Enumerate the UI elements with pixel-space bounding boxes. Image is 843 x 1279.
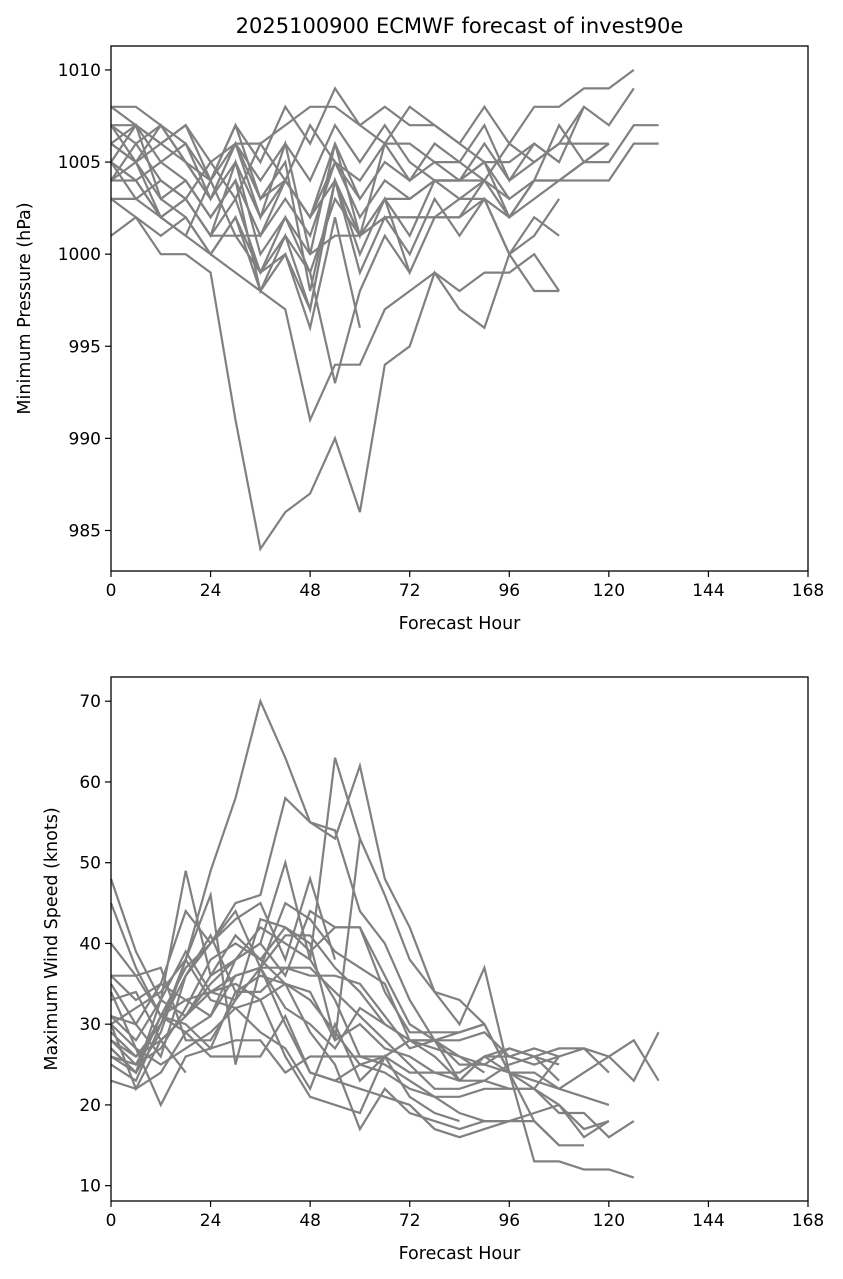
wind-y-ticks: 10 20 30 40 50 60 70	[79, 692, 111, 1197]
wind-series-m19	[110, 982, 510, 1132]
wind-series-m09	[110, 908, 560, 1083]
wind-series-m05	[110, 909, 660, 1082]
pressure-series-m01	[110, 198, 560, 552]
wind-series-m20	[110, 949, 411, 1082]
pressure-x-axis-label: Forecast Hour	[399, 614, 522, 634]
pressure-y-ticks: 985 990 995 1000 1005 1010	[58, 61, 111, 541]
wind-x-ticks: 0 24 48 72 96 120 144 168	[106, 1201, 824, 1231]
pressure-series-m09	[110, 106, 586, 255]
wind-series-m10	[110, 933, 560, 1059]
pressure-series-m11	[110, 122, 609, 202]
pressure-y-tick-label: 1010	[58, 61, 101, 81]
wind-y-axis-label: Maximum Wind Speed (knots)	[42, 807, 62, 1070]
wind-x-tick-label: 72	[399, 1211, 421, 1231]
wind-y-tick-label: 30	[79, 1015, 101, 1035]
wind-x-tick-label: 0	[106, 1211, 117, 1231]
wind-series-m15	[110, 1023, 610, 1131]
wind-y-tick-label: 60	[79, 773, 101, 793]
pressure-y-tick-label: 990	[69, 429, 101, 449]
pressure-series-m18	[111, 177, 486, 238]
wind-y-tick-label: 50	[79, 854, 101, 874]
pressure-series-m15	[110, 176, 510, 314]
wind-panel: 0 24 48 72 96 120 144 168 10 20 30 40 50 60 70 Foreca…	[42, 676, 824, 1264]
pressure-y-tick-label: 995	[69, 337, 101, 357]
pressure-series-m16	[110, 105, 560, 164]
pressure-panel: 0 24 48 72 96 120 144 168 985 990 995 1000 1005 1010…	[15, 14, 824, 634]
pressure-y-tick-label: 1000	[58, 245, 101, 265]
pressure-x-ticks: 0 24 48 72 96 120 144 168	[106, 571, 824, 601]
wind-y-tick-label: 20	[79, 1096, 101, 1116]
pressure-x-tick-label: 24	[200, 581, 222, 601]
wind-x-tick-label: 48	[299, 1211, 321, 1231]
pressure-series-layer	[110, 69, 659, 552]
wind-axes-frame	[110, 676, 809, 1202]
pressure-series-m03	[111, 69, 635, 183]
wind-y-tick-label: 10	[79, 1177, 101, 1197]
wind-x-tick-label: 168	[792, 1211, 824, 1231]
wind-x-tick-label: 96	[498, 1211, 520, 1231]
wind-x-tick-label: 24	[200, 1211, 222, 1231]
wind-x-tick-label: 144	[692, 1211, 724, 1231]
chart-title: 2025100900 ECMWF forecast of invest90e	[236, 14, 684, 38]
wind-series-layer	[109, 697, 660, 1179]
pressure-x-tick-label: 48	[299, 581, 321, 601]
wind-series-m22	[110, 1031, 187, 1074]
wind-series-m11	[110, 966, 610, 1106]
pressure-x-tick-label: 96	[498, 581, 520, 601]
wind-x-tick-label: 120	[593, 1211, 625, 1231]
wind-series-m21	[109, 991, 560, 1092]
wind-series-m03	[110, 757, 635, 1179]
pressure-x-tick-label: 144	[692, 581, 724, 601]
wind-series-m07	[109, 902, 635, 1139]
pressure-x-tick-label: 168	[792, 581, 824, 601]
wind-series-m14	[110, 875, 337, 1002]
pressure-y-tick-label: 985	[69, 521, 101, 541]
pressure-x-tick-label: 0	[106, 581, 117, 601]
pressure-x-tick-label: 120	[593, 581, 625, 601]
pressure-x-tick-label: 72	[399, 581, 421, 601]
wind-series-m13	[111, 917, 485, 1042]
pressure-axes-frame	[110, 45, 809, 572]
wind-y-tick-label: 70	[79, 692, 101, 712]
wind-x-axis-label: Forecast Hour	[399, 1244, 522, 1264]
pressure-y-tick-label: 1005	[58, 153, 101, 173]
wind-series-m12	[110, 890, 584, 1147]
wind-y-tick-label: 40	[79, 934, 101, 954]
pressure-y-axis-label: Minimum Pressure (hPa)	[15, 202, 35, 414]
